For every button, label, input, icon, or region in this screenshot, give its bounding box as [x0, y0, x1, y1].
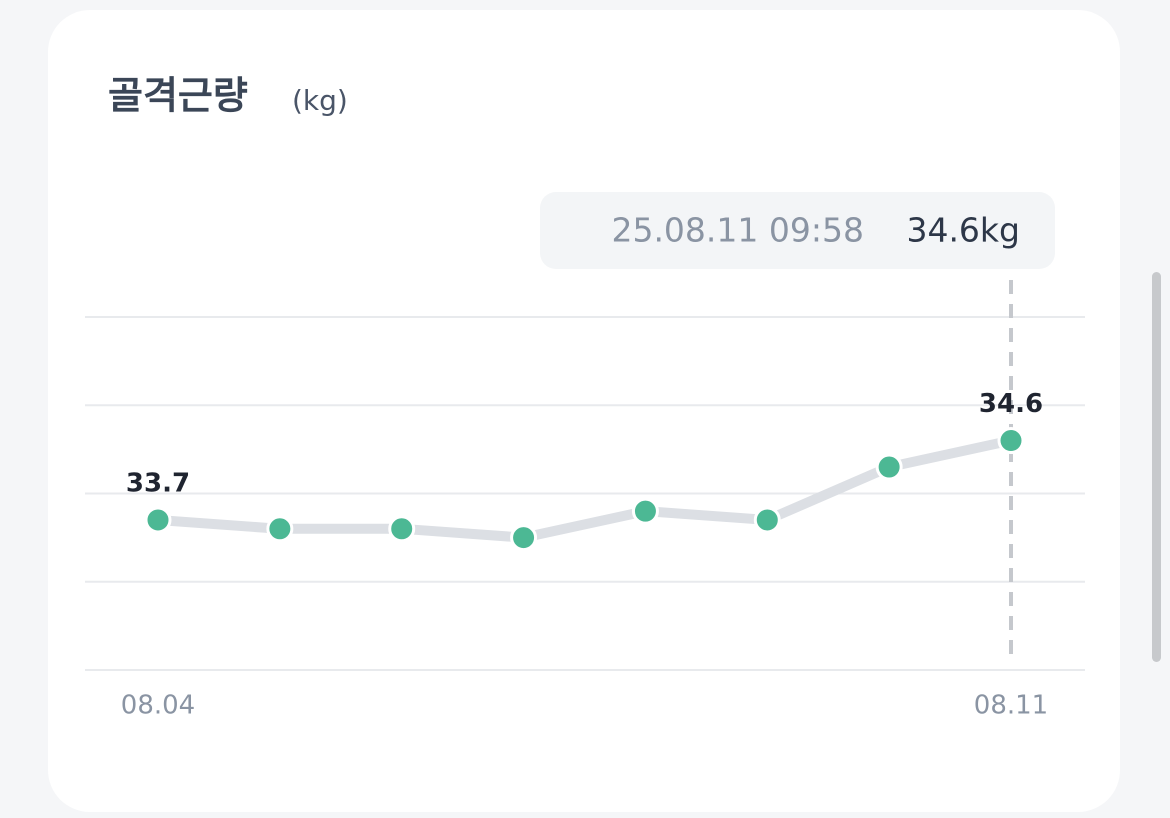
tooltip-date: 25.08.11 09:58 — [611, 211, 864, 250]
point — [510, 524, 538, 552]
tooltip — [540, 192, 1055, 269]
point — [753, 506, 781, 534]
scrollbar — [1152, 272, 1161, 662]
chart-title: 골격근량 — [108, 74, 248, 118]
card — [48, 10, 1120, 812]
point — [631, 497, 659, 525]
point — [875, 453, 903, 481]
data-label: 34.6 — [979, 389, 1043, 419]
point — [266, 515, 294, 543]
line — [153, 435, 1016, 543]
point — [144, 506, 172, 534]
x-tick-label: 08.11 — [974, 691, 1048, 721]
point — [388, 515, 416, 543]
x-tick-label: 08.04 — [121, 691, 195, 721]
data-label: 33.7 — [126, 468, 190, 498]
tooltip-value: 34.6kg — [906, 211, 1020, 250]
point — [997, 427, 1025, 455]
unit: (kg) — [292, 84, 348, 117]
